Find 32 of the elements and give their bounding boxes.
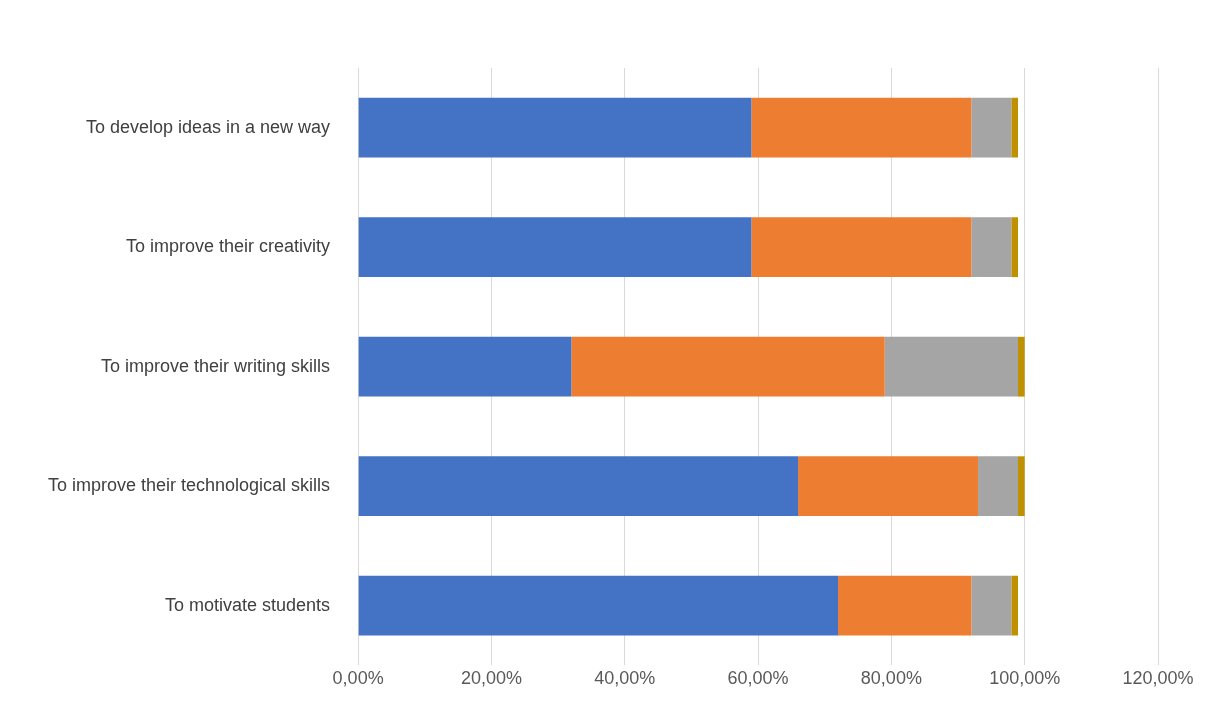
bar <box>358 575 839 636</box>
y-tick-label: To improve their creativity <box>126 236 331 257</box>
bar <box>798 456 979 517</box>
bar <box>971 97 1012 158</box>
x-tick-label: 0,00% <box>332 668 384 689</box>
bar <box>971 217 1012 278</box>
x-tick-label: 60,00% <box>727 668 789 689</box>
x-tick-label: 20,00% <box>460 668 522 689</box>
bar <box>358 336 572 397</box>
x-tick-label: 40,00% <box>594 668 656 689</box>
bar <box>571 336 885 397</box>
bar <box>1011 217 1019 278</box>
y-tick-label: To develop ideas in a new way <box>85 116 331 137</box>
bar <box>884 336 1019 397</box>
x-tick-label: 80,00% <box>860 668 922 689</box>
bar <box>1011 97 1019 158</box>
bar <box>751 97 972 158</box>
x-tick-label: 100,00% <box>989 668 1061 689</box>
x-tick-label: 120,00% <box>1122 668 1194 689</box>
y-tick-label: To motivate students <box>165 594 331 615</box>
bar <box>838 575 972 636</box>
bar <box>1018 456 1025 517</box>
bar <box>358 217 752 278</box>
bar <box>751 217 972 278</box>
bar <box>971 575 1012 636</box>
y-tick-label: To improve their writing skills <box>101 355 331 376</box>
bar <box>978 456 1019 517</box>
y-tick-label: To improve their technological skills <box>48 475 331 496</box>
bar <box>358 97 752 158</box>
bar <box>358 456 799 517</box>
bar <box>1018 336 1025 397</box>
bar <box>1011 575 1019 636</box>
